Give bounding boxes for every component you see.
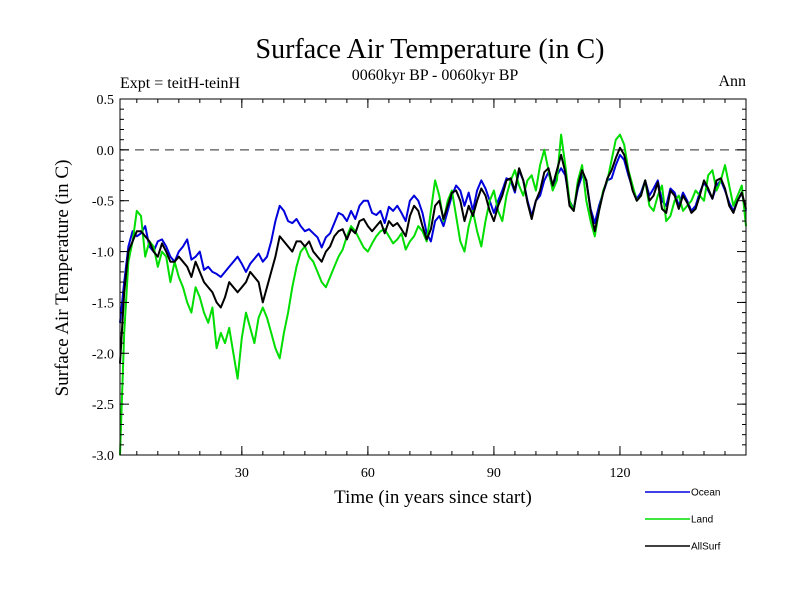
x-tick-label: 30 — [235, 466, 249, 481]
legend: Ocean Land AllSurf — [645, 488, 721, 553]
x-tick-label: 90 — [487, 466, 501, 481]
series-line-allsurf — [119, 146, 747, 364]
x-tick-label: 120 — [609, 466, 630, 481]
y-tick-label: -0.5 — [92, 195, 114, 210]
legend-label-allsurf: AllSurf — [691, 542, 721, 553]
season-label: Ann — [718, 73, 746, 90]
plot-frame — [119, 98, 747, 456]
y-tick-label: -3.0 — [92, 449, 114, 464]
chart-subtitle: 0060kyr BP - 0060kyr BP — [352, 67, 519, 84]
x-tick-label: 60 — [361, 466, 375, 481]
experiment-label: Expt = teitH-teinH — [120, 75, 241, 92]
y-tick-label: 0.5 — [97, 93, 115, 108]
y-tick-label: -2.5 — [92, 398, 114, 413]
y-tick-label: 0.0 — [97, 144, 115, 159]
chart-title: Surface Air Temperature (in C) — [256, 34, 605, 65]
legend-label-ocean: Ocean — [691, 488, 720, 499]
y-tick-label: -2.0 — [92, 347, 114, 362]
y-tick-label: -1.5 — [92, 296, 114, 311]
y-axis-label: Surface Air Temperature (in C) — [52, 160, 73, 397]
y-tick-label: -1.0 — [92, 246, 114, 261]
legend-label-land: Land — [691, 515, 713, 526]
plot-area: -3.0 -2.5 -2.0 -1.5 -1.0 -0.5 0.0 0.5 30 60 90 120 — [92, 93, 747, 481]
x-axis-label: Time (in years since start) — [334, 487, 532, 508]
